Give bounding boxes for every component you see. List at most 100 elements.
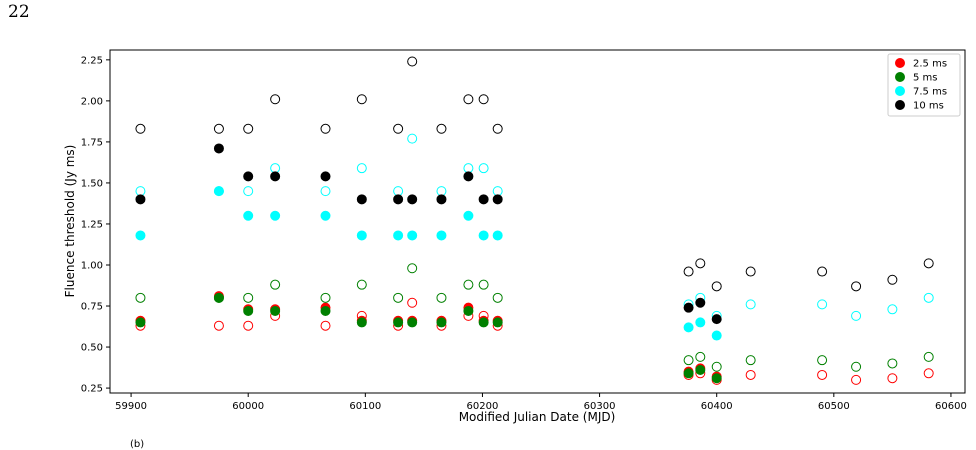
legend-label: 7.5 ms <box>913 87 947 98</box>
point-open-series-3 <box>683 266 694 277</box>
point-open-series-1 <box>356 279 367 290</box>
point-open-series-2 <box>356 163 367 174</box>
point-open-series-0 <box>851 374 862 385</box>
x-tick-label: 59900 <box>115 401 147 412</box>
y-axis-label: Fluence threshold (Jy ms) <box>63 145 77 298</box>
y-tick-label: 2.00 <box>81 96 103 107</box>
page-number: 22 <box>8 2 30 22</box>
point-open-series-1 <box>492 292 503 303</box>
point-open-series-3 <box>492 123 503 134</box>
point-filled-series-1 <box>135 317 146 328</box>
point-filled-series-3 <box>711 314 722 325</box>
point-filled-series-3 <box>135 194 146 205</box>
point-open-series-2 <box>135 186 146 197</box>
point-open-series-0 <box>923 368 934 379</box>
point-open-series-2 <box>887 304 898 315</box>
point-filled-series-1 <box>213 292 224 303</box>
point-filled-series-3 <box>213 143 224 154</box>
point-open-series-1 <box>320 292 331 303</box>
point-open-series-0 <box>320 320 331 331</box>
point-filled-series-3 <box>407 194 418 205</box>
point-filled-series-1 <box>683 368 694 379</box>
point-open-series-2 <box>923 292 934 303</box>
point-open-series-3 <box>851 281 862 292</box>
point-open-series-1 <box>407 263 418 274</box>
point-filled-series-2 <box>711 330 722 341</box>
point-open-series-2 <box>407 133 418 144</box>
y-tick-label: 1.50 <box>81 178 103 189</box>
point-open-series-2 <box>745 299 756 310</box>
point-open-series-1 <box>851 361 862 372</box>
plot-frame <box>109 49 966 394</box>
point-filled-series-2 <box>243 210 254 221</box>
point-open-series-1 <box>817 355 828 366</box>
point-open-series-2 <box>393 186 404 197</box>
legend-marker <box>895 100 905 110</box>
point-filled-series-1 <box>356 317 367 328</box>
figure-footer-label: (b) <box>130 439 144 450</box>
y-tick-label: 2.25 <box>81 55 103 66</box>
point-filled-series-3 <box>243 171 254 182</box>
legend-marker <box>895 72 905 82</box>
x-tick-label: 60200 <box>467 401 499 412</box>
point-filled-series-1 <box>270 305 281 316</box>
point-open-series-3 <box>478 94 489 105</box>
y-tick-label: 1.25 <box>81 219 103 230</box>
point-open-series-2 <box>270 163 281 174</box>
point-filled-series-1 <box>407 317 418 328</box>
point-open-series-1 <box>135 292 146 303</box>
y-tick-label: 1.75 <box>81 137 103 148</box>
point-open-series-0 <box>887 373 898 384</box>
point-open-series-3 <box>711 281 722 292</box>
point-open-series-1 <box>463 279 474 290</box>
point-open-series-2 <box>851 310 862 321</box>
point-filled-series-1 <box>463 305 474 316</box>
point-open-series-3 <box>407 56 418 67</box>
point-open-series-0 <box>213 320 224 331</box>
point-open-series-2 <box>817 299 828 310</box>
point-open-series-3 <box>270 94 281 105</box>
point-filled-series-1 <box>695 365 706 376</box>
point-open-series-1 <box>683 355 694 366</box>
point-filled-series-1 <box>492 317 503 328</box>
point-filled-series-3 <box>320 171 331 182</box>
point-open-series-2 <box>463 163 474 174</box>
legend-marker <box>895 58 905 68</box>
point-filled-series-3 <box>436 194 447 205</box>
point-open-series-3 <box>436 123 447 134</box>
point-open-series-0 <box>817 369 828 380</box>
point-filled-series-2 <box>407 230 418 241</box>
point-open-series-3 <box>817 266 828 277</box>
point-open-series-0 <box>745 369 756 380</box>
point-open-series-1 <box>887 358 898 369</box>
x-tick-label: 60300 <box>584 401 616 412</box>
x-tick-label: 60500 <box>818 401 850 412</box>
point-open-series-3 <box>463 94 474 105</box>
point-open-series-1 <box>695 351 706 362</box>
point-open-series-3 <box>320 123 331 134</box>
point-filled-series-2 <box>463 210 474 221</box>
point-open-series-3 <box>695 258 706 269</box>
point-open-series-2 <box>492 186 503 197</box>
legend-marker <box>895 86 905 96</box>
point-filled-series-3 <box>683 302 694 313</box>
x-tick-label: 60000 <box>232 401 264 412</box>
point-filled-series-2 <box>270 210 281 221</box>
point-filled-series-2 <box>695 317 706 328</box>
point-open-series-2 <box>243 186 254 197</box>
point-open-series-3 <box>243 123 254 134</box>
point-filled-series-3 <box>270 171 281 182</box>
legend-label: 10 ms <box>913 101 944 112</box>
point-filled-series-1 <box>436 317 447 328</box>
point-open-series-3 <box>745 266 756 277</box>
point-open-series-2 <box>478 163 489 174</box>
point-filled-series-2 <box>436 230 447 241</box>
y-tick-label: 0.50 <box>81 343 103 354</box>
point-open-series-1 <box>393 292 404 303</box>
point-open-series-0 <box>407 297 418 308</box>
point-filled-series-3 <box>478 194 489 205</box>
point-filled-series-3 <box>695 297 706 308</box>
point-filled-series-1 <box>478 317 489 328</box>
point-filled-series-3 <box>356 194 367 205</box>
point-filled-series-2 <box>478 230 489 241</box>
